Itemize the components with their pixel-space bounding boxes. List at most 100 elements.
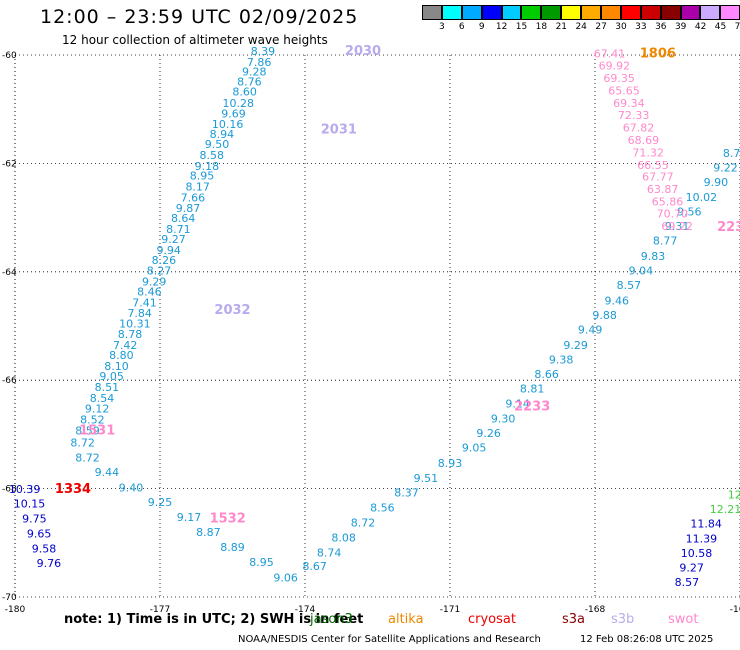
swh-value-label: 8.93	[438, 457, 463, 470]
swh-value-label: 8.51	[95, 381, 120, 394]
swh-value-label: 9.30	[491, 412, 516, 425]
pass-time-label: 2030	[345, 44, 381, 59]
swh-value-label: 11.84	[690, 518, 722, 531]
colorbar-swatch	[620, 5, 641, 20]
lon-tick-label: -165	[730, 605, 740, 615]
swh-value-label: 66.55	[637, 159, 669, 172]
swh-value-label: 8.67	[302, 560, 327, 573]
swh-value-label: 8.73	[723, 147, 740, 160]
satellite-legend-item: jason3	[310, 612, 353, 627]
page-subtitle: 12 hour collection of altimeter wave hei…	[62, 33, 328, 47]
swh-value-label: 10.58	[681, 547, 713, 560]
swh-value-label: 10.31	[119, 318, 151, 331]
swh-value-label: 9.50	[205, 138, 230, 151]
swh-value-label: 8.54	[90, 392, 115, 405]
colorbar-swatch	[461, 5, 482, 20]
colorbar-label: 15	[515, 22, 528, 32]
swh-value-label: 9.18	[195, 160, 220, 173]
swh-value-label: 9.49	[578, 324, 603, 337]
swh-value-label: 9.29	[563, 339, 588, 352]
swh-value-label: 9.56	[677, 205, 702, 218]
swh-value-label: 9.46	[605, 294, 630, 307]
swh-value-label: 8.08	[331, 532, 356, 545]
swh-value-label: 8.39	[251, 45, 276, 58]
swh-value-label: 69.35	[603, 72, 635, 85]
swh-value-label: 8.27	[147, 265, 172, 278]
colorbar	[422, 5, 740, 23]
swh-value-label: 9.27	[679, 562, 704, 575]
lat-tick-label: -66	[2, 376, 17, 386]
swh-value-label: 12.4	[728, 488, 740, 501]
swh-value-label: 8.10	[104, 360, 129, 373]
swh-value-label: 72.33	[618, 109, 650, 122]
swh-value-label: 8.52	[80, 414, 105, 427]
swh-value-label: 10.28	[223, 97, 255, 110]
swh-value-label: 11.39	[686, 532, 718, 545]
swh-value-label: 63.87	[647, 183, 679, 196]
swh-value-label: 68.69	[628, 134, 660, 147]
swh-value-label: 8.57	[675, 576, 700, 589]
colorbar-label: 24	[575, 22, 587, 32]
colorbar-swatch	[700, 5, 721, 20]
colorbar-swatch	[601, 5, 621, 20]
swh-value-label: 9.44	[95, 466, 120, 479]
swh-value-label: 8.46	[137, 286, 162, 299]
swh-value-label: 8.78	[118, 328, 143, 341]
swh-value-label: 7.86	[247, 56, 272, 69]
swh-value-label: 9.90	[704, 176, 729, 189]
swh-value-label: 8.72	[351, 517, 376, 530]
swh-value-label: 9.26	[476, 427, 501, 440]
swh-value-label: 65.65	[608, 85, 640, 98]
swh-value-label: 8.59	[75, 424, 100, 437]
colorbar-swatch	[561, 5, 582, 20]
swh-value-label: 8.26	[152, 254, 177, 267]
pass-time-label: 1532	[210, 512, 246, 527]
colorbar-label: 36	[655, 22, 667, 32]
swh-value-label: 9.14	[505, 397, 530, 410]
swh-value-label: 10.39	[9, 483, 41, 496]
colorbar-swatch	[660, 5, 681, 20]
swh-value-label: 9.69	[221, 107, 246, 120]
swh-value-label: 9.29	[142, 275, 167, 288]
lon-tick-label: -180	[5, 605, 26, 615]
satellite-legend-item: s3b	[611, 612, 635, 627]
swh-value-label: 69.22	[661, 220, 693, 233]
lon-tick-label: -177	[150, 605, 170, 615]
swh-value-label: 70.70	[657, 208, 689, 221]
swh-value-label: 8.95	[190, 170, 215, 183]
swh-value-label: 7.84	[127, 307, 152, 320]
colorbar-label: 3	[439, 22, 445, 32]
swh-value-label: 9.38	[549, 353, 574, 366]
footer-note: note: 1) Time is in UTC; 2) SWH is in fe…	[64, 612, 364, 627]
swh-value-label: 10.16	[212, 118, 244, 131]
colorbar-label: 45	[714, 22, 727, 32]
pass-time-label: 2031	[321, 123, 357, 138]
swh-value-label: 10.02	[686, 191, 718, 204]
swh-value-label: 7.41	[132, 296, 157, 309]
colorbar-swatch	[441, 5, 462, 20]
swh-value-label: 7.66	[181, 191, 206, 204]
swh-value-label: 67.77	[642, 171, 674, 184]
swh-value-label: 8.72	[75, 452, 100, 465]
swh-value-label: 8.56	[370, 501, 395, 514]
page-title: 12:00 – 23:59 UTC 02/09/2025	[40, 6, 359, 28]
swh-value-label: 8.80	[109, 349, 134, 362]
swh-value-label: 9.40	[119, 481, 144, 494]
colorbar-label: 30	[615, 22, 627, 32]
swh-value-label: 8.95	[249, 556, 274, 569]
colorbar-label: 42	[694, 22, 707, 32]
swh-value-label: 9.25	[148, 496, 173, 509]
swh-value-label: 7.42	[113, 339, 138, 352]
swh-value-label: 9.06	[273, 571, 298, 584]
swh-value-label: 8.72	[70, 436, 95, 449]
satellite-legend-item: cryosat	[468, 612, 516, 627]
swh-value-label: 9.65	[27, 527, 52, 540]
pass-time-label: 2032	[214, 303, 250, 318]
swh-value-label: 8.74	[317, 546, 342, 559]
pass-time-label: 1806	[640, 47, 676, 62]
swh-value-label: 9.31	[665, 220, 690, 233]
pass-time-label: 2233	[514, 400, 550, 415]
colorbar-label: 18	[535, 22, 548, 32]
